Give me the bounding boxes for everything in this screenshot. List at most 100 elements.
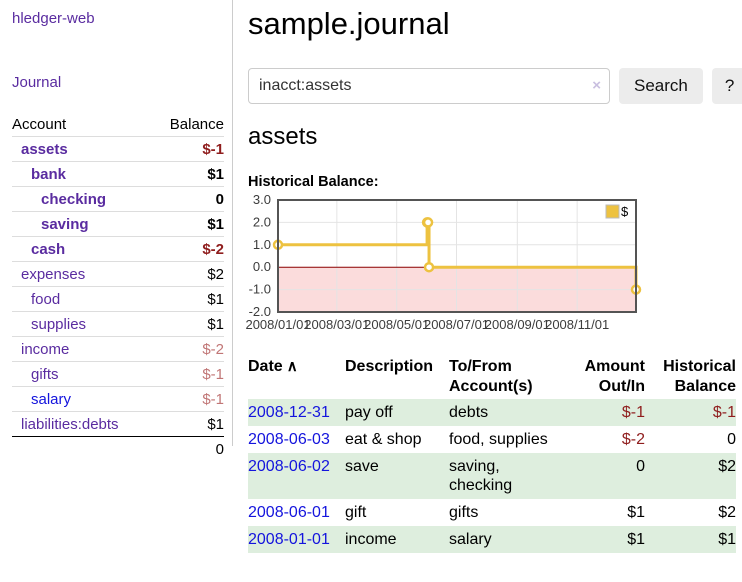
svg-text:-1.0: -1.0 <box>249 282 271 297</box>
search-button[interactable]: Search <box>619 68 703 104</box>
transaction-balance: $-1 <box>712 404 736 421</box>
date-column-header[interactable]: Date ∧ <box>248 358 298 375</box>
transaction-row: 2008-01-01 income salary $1 $1 <box>248 526 736 553</box>
transaction-balance: $2 <box>718 458 736 475</box>
account-balance: $1 <box>207 415 224 433</box>
transaction-balance: 0 <box>727 431 736 448</box>
account-balance: $1 <box>207 315 224 333</box>
app-title-link[interactable]: hledger-web <box>12 10 95 27</box>
balance-column-header: Historical Balance <box>663 358 736 395</box>
account-row: saving $1 <box>12 211 224 236</box>
svg-text:2.0: 2.0 <box>253 214 271 229</box>
transaction-description: pay off <box>345 404 393 421</box>
account-row: supplies $1 <box>12 311 224 336</box>
clear-search-icon[interactable]: × <box>592 77 601 94</box>
transaction-accounts: food, supplies <box>449 431 548 448</box>
amount-column-header: Amount Out/In <box>584 358 645 395</box>
accounts-column-header: To/From Account(s) <box>449 358 533 395</box>
account-link-gifts[interactable]: gifts <box>31 365 59 383</box>
transaction-row: 2008-06-01 gift gifts $1 $2 <box>248 499 736 526</box>
search-input[interactable] <box>248 68 610 104</box>
register-table: Date ∧ Description To/From Account(s) Amou… <box>248 355 736 553</box>
account-link-assets[interactable]: assets <box>21 140 68 158</box>
account-row: cash $-2 <box>12 236 224 261</box>
account-balance: $2 <box>207 265 224 283</box>
chart-title: Historical Balance: <box>248 174 379 190</box>
account-row: assets $-1 <box>12 136 224 161</box>
account-row: checking 0 <box>12 186 224 211</box>
svg-text:-2.0: -2.0 <box>249 304 271 319</box>
page-title: sample.journal <box>248 6 450 41</box>
transaction-accounts: debts <box>449 404 489 421</box>
account-link-liabilities-debts[interactable]: liabilities:debts <box>21 415 119 433</box>
account-link-expenses[interactable]: expenses <box>21 265 86 283</box>
sidebar: hledger-web Journal Account Balance asse… <box>0 0 233 458</box>
svg-text:1.0: 1.0 <box>253 237 271 252</box>
transaction-description: eat & shop <box>345 431 422 448</box>
account-balance: $-2 <box>202 240 224 258</box>
transaction-description: gift <box>345 504 367 521</box>
chart-container: 3.0 2.0 1.0 0.0 -1.0 -2.0 2008/01/01 2008/03/01… <box>245 192 736 347</box>
account-link-supplies[interactable]: supplies <box>31 315 87 333</box>
transaction-balance: $1 <box>718 531 736 548</box>
account-balance: $-1 <box>202 365 224 383</box>
sidebar-item-journal[interactable]: Journal <box>12 74 62 91</box>
account-balance: $-1 <box>202 390 224 408</box>
account-link-bank[interactable]: bank <box>31 165 67 183</box>
transaction-date-link[interactable]: 2008-06-03 <box>248 431 330 448</box>
svg-text:2008/09/01: 2008/09/01 <box>485 317 550 332</box>
main-content: sample.journal × Search ? assets Histori… <box>245 0 742 553</box>
transaction-date-link[interactable]: 2008-12-31 <box>248 404 330 421</box>
transaction-amount: $1 <box>627 504 645 521</box>
account-row: liabilities:debts $1 <box>12 411 224 436</box>
account-column-header: Account <box>12 115 67 133</box>
accounts-table-header: Account Balance <box>12 112 224 136</box>
svg-text:2008/11/01: 2008/11/01 <box>545 317 609 332</box>
svg-text:$: $ <box>621 204 629 219</box>
svg-text:0.0: 0.0 <box>253 259 271 274</box>
transaction-row: 2008-12-31 pay off debts $-1 $-1 <box>248 399 736 426</box>
account-link-salary[interactable]: salary <box>31 390 72 408</box>
transaction-row: 2008-06-02 save saving, checking 0 $2 <box>248 453 736 499</box>
transaction-accounts: gifts <box>449 504 479 521</box>
accounts-table: Account Balance assets $-1 bank $1 checkin… <box>12 112 224 461</box>
account-heading: assets <box>248 123 318 150</box>
transaction-date-link[interactable]: 2008-01-01 <box>248 531 330 548</box>
account-balance: $1 <box>207 215 224 233</box>
account-balance: $-1 <box>202 140 224 158</box>
description-column-header: Description <box>345 358 434 375</box>
account-row: food $1 <box>12 286 224 311</box>
transaction-description: save <box>345 458 379 475</box>
transaction-amount: 0 <box>636 458 645 475</box>
transaction-description: income <box>345 531 397 548</box>
account-row: expenses $2 <box>12 261 224 286</box>
account-row: gifts $-1 <box>12 361 224 386</box>
transaction-amount: $-1 <box>621 404 645 421</box>
account-link-checking[interactable]: checking <box>41 190 107 208</box>
accounts-total-value: 0 <box>215 440 224 458</box>
historical-balance-chart: 3.0 2.0 1.0 0.0 -1.0 -2.02008/01/012008/03/01… <box>245 192 642 332</box>
account-link-saving[interactable]: saving <box>41 215 89 233</box>
account-row: bank $1 <box>12 161 224 186</box>
transaction-date-link[interactable]: 2008-06-02 <box>248 458 330 475</box>
svg-text:2008/05/01: 2008/05/01 <box>364 317 429 332</box>
account-row: salary $-1 <box>12 386 224 411</box>
transaction-row: 2008-06-03 eat & shop food, supplies $-2… <box>248 426 736 453</box>
transaction-balance: $2 <box>718 504 736 521</box>
account-link-cash[interactable]: cash <box>31 240 66 258</box>
account-link-income[interactable]: income <box>21 340 70 358</box>
account-link-food[interactable]: food <box>31 290 61 308</box>
svg-text:2008/07/01: 2008/07/01 <box>424 317 489 332</box>
svg-text:2008/03/01: 2008/03/01 <box>304 317 369 332</box>
account-balance: 0 <box>215 190 224 208</box>
transaction-date-link[interactable]: 2008-06-01 <box>248 504 330 521</box>
transaction-amount: $1 <box>627 531 645 548</box>
accounts-total-row: 0 <box>12 436 224 461</box>
svg-text:2008/01/01: 2008/01/01 <box>245 317 310 332</box>
account-balance: $1 <box>207 165 224 183</box>
transaction-accounts: salary <box>449 531 492 548</box>
help-button[interactable]: ? <box>711 68 742 104</box>
balance-column-header: Balance <box>169 115 224 133</box>
transaction-accounts: saving, checking <box>449 458 513 494</box>
search-bar: × Search ? <box>248 68 742 104</box>
